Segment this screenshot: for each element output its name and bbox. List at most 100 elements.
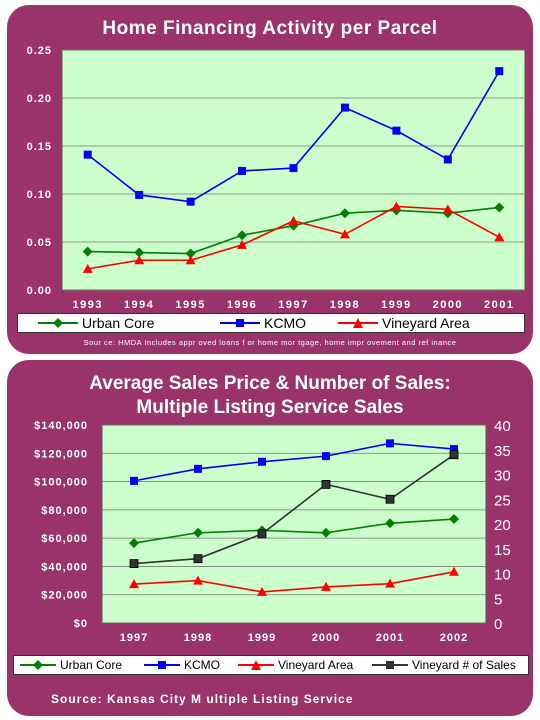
y-tick-label: 0.15 (27, 141, 52, 153)
x-tick-label: 1994 (124, 299, 154, 311)
data-point (322, 452, 330, 461)
chart-source-note: Sour ce: HMDA Includes appr oved loans f… (83, 338, 457, 347)
y2-tick-label: 0 (494, 616, 502, 633)
data-point (385, 518, 395, 529)
data-point (185, 248, 196, 259)
series-line (133, 571, 455, 593)
data-point (193, 527, 203, 538)
data-point (339, 208, 350, 219)
y-tick-label: $100,000 (34, 477, 88, 489)
data-point (443, 155, 452, 164)
data-point (185, 255, 196, 265)
data-point (129, 579, 139, 589)
data-point (449, 450, 459, 460)
data-point (288, 215, 299, 225)
data-point (386, 439, 394, 448)
x-tick-label: 2000 (312, 632, 340, 644)
y2-tick-label: 25 (494, 492, 511, 509)
data-point (321, 581, 331, 591)
x-tick-label: 1998 (184, 632, 212, 644)
y-tick-label: $20,000 (41, 590, 88, 602)
y-tick-label: $0 (74, 618, 88, 630)
chart-title-line-2: Multiple Listing Service Sales (136, 397, 404, 418)
legend-item-vineyard-sales: Vineyard # of Sales (370, 656, 516, 674)
data-point (134, 247, 145, 258)
legend-label: Vineyard Area (278, 658, 354, 672)
chart-panel-home-financing: Home Financing Activity per Parcel 0.00 0… (7, 5, 533, 354)
y2-tick-label: 30 (494, 468, 511, 485)
x-tick-label: 2002 (440, 632, 468, 644)
y-tick-label: $120,000 (34, 448, 88, 460)
data-point (83, 150, 92, 159)
y-tick-label: 0.05 (27, 237, 52, 249)
x-tick-label: 2001 (376, 632, 404, 644)
data-point (442, 204, 453, 214)
home-financing-chart: 0.00 0.05 0.10 0.15 0.20 0.25 1993 1994 1995 1996… (27, 45, 526, 311)
y2-tick-label: 5 (494, 591, 502, 608)
data-point (134, 255, 145, 265)
y-tick-label: $140,000 (34, 420, 88, 432)
data-point (449, 566, 459, 576)
legend-symbol-dark-square-icon (372, 661, 408, 669)
legend-label: KCMO (184, 658, 220, 672)
chart-title: Home Financing Activity per Parcel (102, 18, 438, 39)
data-point (129, 538, 139, 549)
data-point (339, 229, 350, 239)
y2-tick-label: 15 (494, 542, 511, 559)
legend-label: Urban Core (82, 315, 155, 331)
x-tick-label: 1998 (330, 299, 360, 311)
data-point (238, 166, 247, 175)
legend-symbol-triangle-icon (338, 318, 378, 328)
data-point (135, 190, 144, 199)
data-point (321, 480, 331, 489)
series-line (133, 518, 455, 544)
x-tick-label: 1997 (278, 299, 308, 311)
y2-tick-label: 20 (494, 517, 511, 534)
data-point (449, 514, 459, 525)
series-line (133, 442, 455, 482)
data-point (257, 586, 267, 596)
x-tick-label: 1993 (72, 299, 102, 311)
y-tick-label: $60,000 (41, 533, 88, 545)
data-point (385, 578, 395, 588)
legend-item-urban-core: Urban Core (18, 656, 122, 674)
legend-label: KCMO (264, 315, 306, 331)
x-tick-label: 1999 (248, 632, 276, 644)
legend-item-kcmo: KCMO (218, 314, 306, 332)
y-tick-label: 0.25 (27, 45, 52, 57)
data-point (193, 575, 203, 585)
plot-area (101, 424, 487, 624)
chart-source-note: Source: Kansas City M ultiple Listing Se… (51, 692, 354, 706)
chart-title-line-1: Average Sales Price & Number of Sales: (89, 373, 451, 394)
x-tick-label: 2000 (433, 299, 463, 311)
legend-symbol-triangle-icon (238, 660, 274, 670)
data-point (321, 527, 331, 538)
x-tick-label: 1999 (381, 299, 411, 311)
x-tick-label: 1995 (175, 299, 205, 311)
legend-label: Urban Core (60, 658, 123, 672)
legend-symbol-diamond-icon (38, 318, 78, 328)
legend-label: Vineyard # of Sales (412, 658, 516, 672)
data-point (494, 232, 505, 242)
chart-legend: Urban Core KCMO Vineyard Area (17, 313, 525, 333)
data-point (494, 202, 505, 213)
y-tick-label: $40,000 (41, 561, 88, 573)
data-point (495, 67, 504, 76)
chart-panel-sales-price: Average Sales Price & Number of Sales: M… (7, 360, 533, 716)
data-point (257, 529, 267, 539)
y2-tick-label: 35 (494, 443, 511, 460)
data-point (391, 201, 402, 211)
data-point (450, 445, 458, 454)
data-point (129, 559, 139, 569)
legend-item-urban-core: Urban Core (36, 314, 154, 332)
data-point (340, 103, 349, 112)
y2-tick-label: 40 (494, 418, 511, 435)
y-tick-label: 0.00 (27, 285, 52, 297)
data-point (289, 164, 298, 173)
data-point (193, 554, 203, 564)
x-tick-label: 1997 (120, 632, 148, 644)
y-tick-label: 0.20 (27, 93, 52, 105)
data-point (186, 197, 195, 206)
y2-tick-label: 10 (494, 567, 511, 584)
data-point (82, 246, 93, 257)
